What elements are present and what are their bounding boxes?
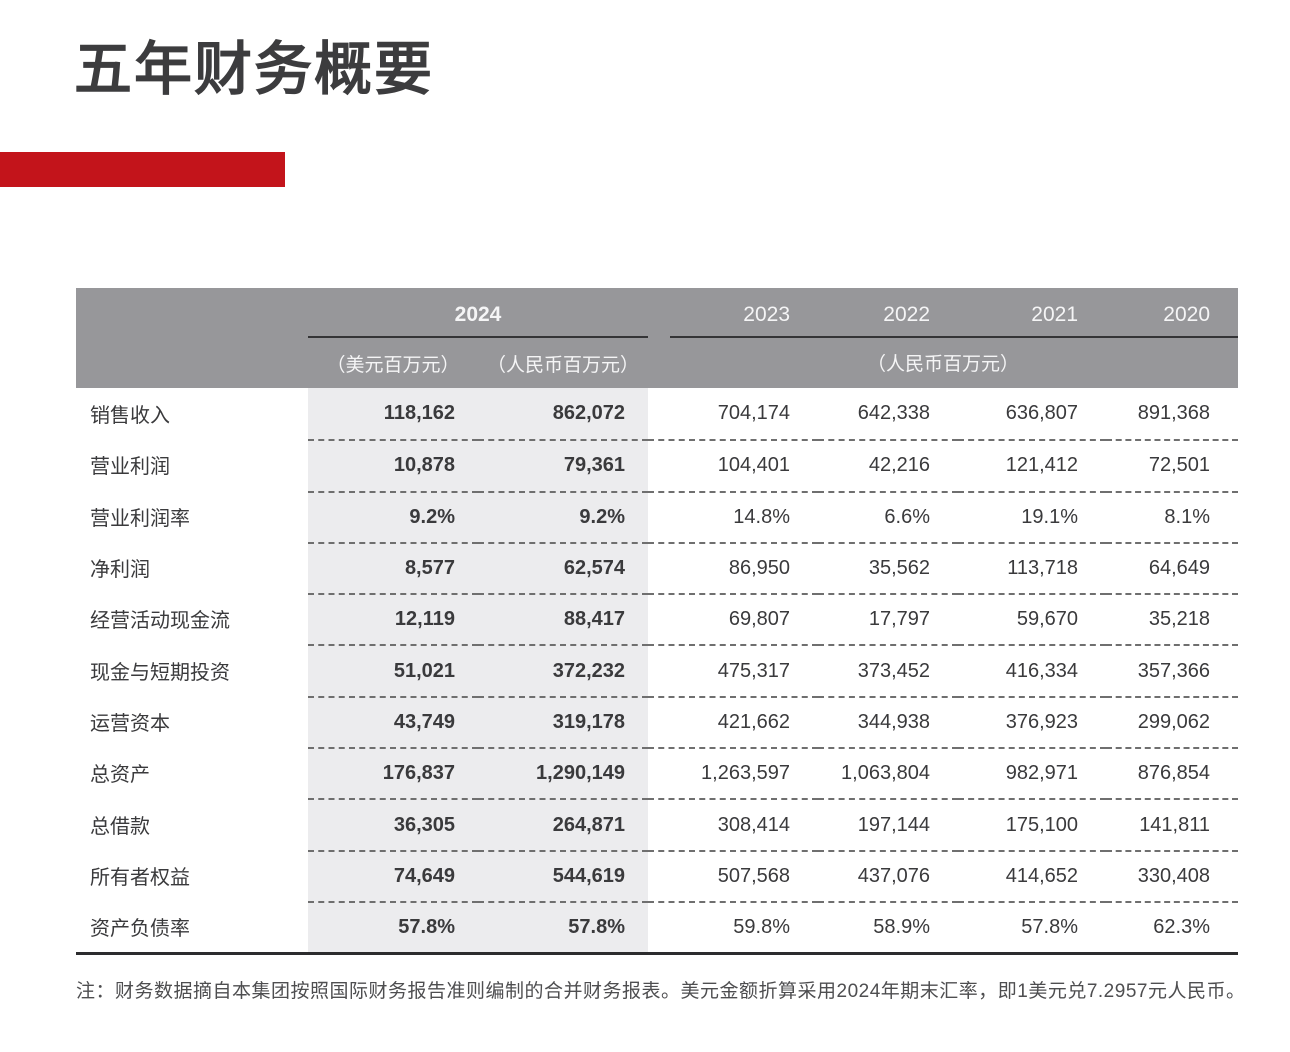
cell-2020: 299,062 (1106, 695, 1238, 747)
unit-header-prior-rmb-million: （人民币百万元） (648, 336, 1238, 388)
cell-2021: 113,718 (958, 541, 1106, 593)
row-label: 总借款 (90, 815, 150, 838)
cell-2023: 86,950 (648, 541, 818, 593)
cell-2021: 414,652 (958, 849, 1106, 901)
five-year-financial-table: 2024 2023 2022 2021 2020 （美元百万元） （人民币百万元… (76, 288, 1238, 956)
cell-2022: 437,076 (818, 849, 958, 901)
row-label: 营业利润 (90, 456, 170, 479)
cell-usd-2024: 10,878 (308, 439, 478, 491)
cell-rmb-2024: 862,072 (478, 388, 648, 440)
cell-2020: 35,218 (1106, 593, 1238, 644)
table-corner-cell (76, 288, 308, 388)
cell-2022: 197,144 (818, 798, 958, 849)
cell-2023: 308,414 (648, 798, 818, 849)
cell-2022: 17,797 (818, 593, 958, 644)
year-header-2023: 2023 (648, 288, 818, 336)
cell-usd-2024: 74,649 (308, 849, 478, 901)
cell-2021: 57.8% (958, 900, 1106, 952)
cell-usd-2024: 57.8% (308, 900, 478, 953)
year-header-2020: 2020 (1106, 288, 1238, 336)
cell-2023: 421,662 (648, 695, 818, 747)
cell-rmb-2024: 79,361 (478, 439, 648, 491)
cell-2020: 64,649 (1106, 541, 1238, 593)
cell-2020: 330,408 (1106, 849, 1238, 901)
cell-2022: 35,562 (818, 541, 958, 593)
cell-2022: 1,063,804 (818, 747, 958, 798)
cell-2020: 357,366 (1106, 644, 1238, 695)
cell-2022: 642,338 (857, 402, 930, 425)
cell-2023: 475,317 (648, 644, 818, 695)
year-header-2022: 2022 (818, 288, 958, 336)
cell-usd-2024: 8,577 (308, 541, 478, 594)
cell-2020: 62.3% (1106, 900, 1238, 952)
cell-rmb-2024: 62,574 (478, 541, 648, 594)
cell-usd-2024: 118,162 (308, 388, 478, 440)
cell-usd-2024: 36,305 (308, 798, 478, 850)
cell-2021: 376,923 (958, 695, 1106, 747)
cell-2022: 42,216 (818, 439, 958, 490)
cell-usd-2024: 9.2% (308, 490, 478, 542)
cell-2022: 373,452 (818, 644, 958, 695)
unit-header-usd-million: （美元百万元） (308, 336, 478, 388)
cell-2023: 14.8% (648, 490, 818, 542)
cell-usd-2024: 12,119 (308, 593, 478, 645)
cell-2021: 121,412 (958, 439, 1106, 490)
cell-2021: 416,334 (958, 644, 1106, 695)
cell-2023: 507,568 (648, 849, 818, 901)
cell-rmb-2024: 9.2% (478, 490, 648, 542)
cell-2023: 104,401 (648, 439, 818, 490)
cell-rmb-2024: 57.8% (478, 900, 648, 953)
cell-2021: 59,670 (958, 593, 1106, 644)
cell-2022: 58.9% (818, 900, 958, 952)
row-label: 经营活动现金流 (90, 610, 230, 633)
cell-rmb-2024: 544,619 (478, 849, 648, 901)
year-header-2024: 2024 (308, 288, 648, 336)
cell-rmb-2024: 319,178 (478, 695, 648, 748)
row-label: 销售收入 (90, 405, 170, 428)
cell-2023: 1,263,597 (648, 747, 818, 798)
cell-2021: 175,100 (958, 798, 1106, 849)
unit-header-rmb-million: （人民币百万元） (478, 336, 648, 388)
row-label: 所有者权益 (90, 866, 190, 889)
year-header-2021: 2021 (958, 288, 1106, 336)
page-title: 五年财务概要 (74, 37, 435, 102)
cell-2021: 636,807 (1005, 402, 1078, 425)
cell-2021: 982,971 (958, 747, 1106, 798)
row-label: 资产负债率 (90, 918, 190, 941)
cell-2023: 69,807 (648, 593, 818, 644)
cell-2022: 6.6% (818, 490, 958, 542)
unit-header-prior-rmb-text: （人民币百万元） (866, 353, 1019, 375)
cell-2020: 891,368 (1137, 402, 1210, 425)
cell-usd-2024: 176,837 (308, 747, 478, 799)
footnote: 注：财务数据摘自本集团按照国际财务报告准则编制的合并财务报表。美元金额折算采用2… (76, 981, 1246, 1002)
cell-rmb-2024: 264,871 (478, 798, 648, 850)
cell-rmb-2024: 372,232 (478, 644, 648, 696)
row-label: 现金与短期投资 (90, 661, 230, 684)
cell-usd-2024: 51,021 (308, 644, 478, 696)
cell-2020: 8.1% (1106, 490, 1238, 542)
cell-2022: 344,938 (818, 695, 958, 747)
cell-2023: 59.8% (648, 900, 818, 952)
cell-2020: 876,854 (1106, 747, 1238, 798)
cell-usd-2024: 43,749 (308, 695, 478, 748)
cell-rmb-2024: 1,290,149 (478, 747, 648, 799)
cell-2021: 19.1% (958, 490, 1106, 542)
cell-rmb-2024: 88,417 (478, 593, 648, 645)
cell-2020: 141,811 (1106, 798, 1238, 849)
row-label: 营业利润率 (90, 507, 190, 530)
row-label: 运营资本 (90, 712, 170, 735)
cell-2023: 704,174 (717, 402, 790, 425)
row-label: 净利润 (90, 559, 150, 582)
accent-red-bar (0, 152, 285, 187)
row-label: 总资产 (90, 764, 150, 787)
cell-2020: 72,501 (1106, 439, 1238, 490)
